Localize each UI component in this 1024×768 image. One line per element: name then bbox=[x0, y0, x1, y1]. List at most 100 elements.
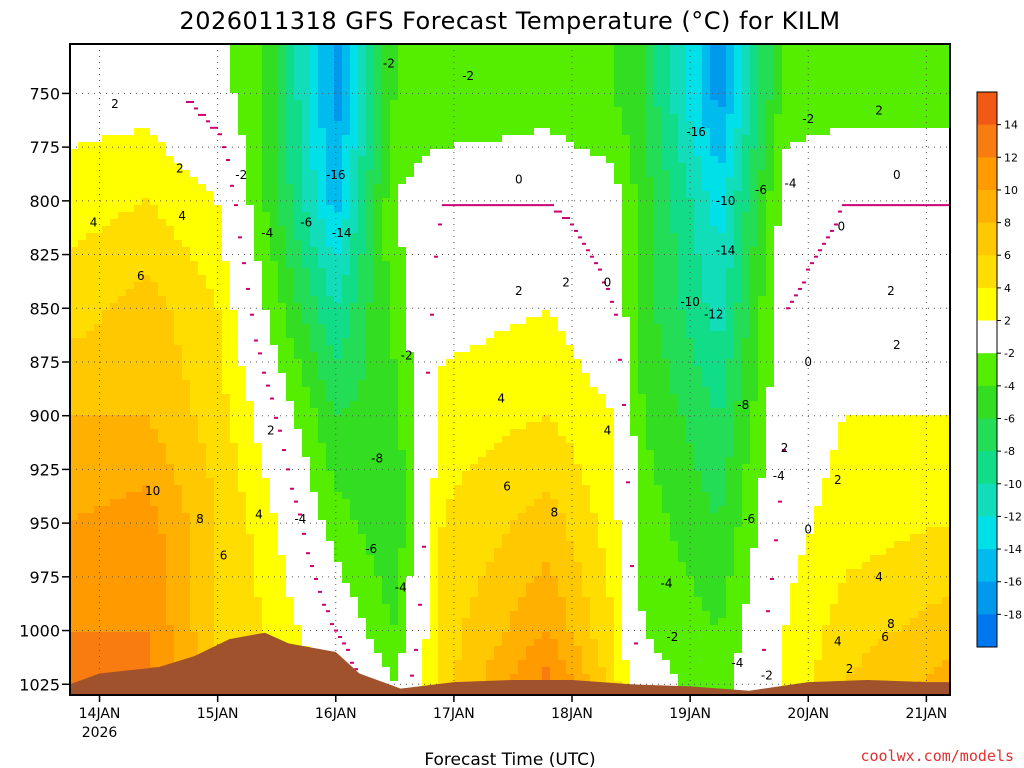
temperature-cell bbox=[326, 352, 335, 360]
temperature-cell bbox=[222, 51, 231, 59]
temperature-cell bbox=[126, 583, 135, 591]
temperature-cell bbox=[190, 58, 199, 66]
temperature-cell bbox=[134, 408, 143, 416]
temperature-cell bbox=[470, 240, 479, 248]
temperature-cell bbox=[142, 380, 151, 388]
temperature-cell bbox=[374, 100, 383, 108]
temperature-cell bbox=[374, 611, 383, 619]
temperature-cell bbox=[302, 485, 311, 493]
temperature-cell bbox=[214, 394, 223, 402]
temperature-cell bbox=[470, 107, 479, 115]
temperature-cell bbox=[470, 317, 479, 325]
temperature-cell bbox=[158, 562, 167, 570]
temperature-cell bbox=[398, 576, 407, 584]
temperature-cell bbox=[166, 282, 175, 290]
temperature-cell bbox=[470, 177, 479, 185]
temperature-cell bbox=[142, 653, 151, 661]
temperature-cell bbox=[110, 261, 119, 269]
temperature-cell bbox=[438, 282, 447, 290]
temperature-cell bbox=[398, 156, 407, 164]
temperature-cell bbox=[294, 457, 303, 465]
temperature-cell bbox=[110, 604, 119, 612]
temperature-cell bbox=[206, 499, 215, 507]
temperature-cell bbox=[238, 562, 247, 570]
temperature-cell bbox=[246, 331, 255, 339]
temperature-cell bbox=[166, 366, 175, 374]
temperature-cell bbox=[102, 205, 111, 213]
temperature-cell bbox=[414, 282, 423, 290]
temperature-cell bbox=[214, 226, 223, 234]
temperature-cell bbox=[246, 149, 255, 157]
temperature-cell bbox=[494, 163, 503, 171]
temperature-cell bbox=[182, 618, 191, 626]
temperature-cell bbox=[78, 394, 87, 402]
temperature-cell bbox=[358, 457, 367, 465]
temperature-cell bbox=[94, 226, 103, 234]
temperature-cell bbox=[446, 191, 455, 199]
temperature-cell bbox=[342, 135, 351, 143]
temperature-cell bbox=[382, 506, 391, 514]
temperature-cell bbox=[422, 107, 431, 115]
temperature-cell bbox=[134, 569, 143, 577]
temperature-cell bbox=[222, 352, 231, 360]
temperature-cell bbox=[302, 219, 311, 227]
temperature-cell bbox=[334, 310, 343, 318]
temperature-cell bbox=[118, 86, 127, 94]
temperature-cell bbox=[78, 177, 87, 185]
temperature-cell bbox=[78, 604, 87, 612]
temperature-cell bbox=[158, 156, 167, 164]
temperature-cell bbox=[374, 541, 383, 549]
temperature-cell bbox=[446, 534, 455, 542]
temperature-cell bbox=[446, 149, 455, 157]
temperature-cell bbox=[278, 590, 287, 598]
temperature-cell bbox=[270, 254, 279, 262]
temperature-cell bbox=[262, 212, 271, 220]
temperature-cell bbox=[358, 163, 367, 171]
temperature-cell bbox=[118, 499, 127, 507]
temperature-cell bbox=[174, 653, 183, 661]
temperature-cell bbox=[334, 345, 343, 353]
temperature-cell bbox=[438, 576, 447, 584]
temperature-cell bbox=[150, 527, 159, 535]
temperature-cell bbox=[102, 310, 111, 318]
temperature-cell bbox=[230, 184, 239, 192]
temperature-cell bbox=[246, 611, 255, 619]
temperature-cell bbox=[190, 310, 199, 318]
temperature-cell bbox=[262, 471, 271, 479]
temperature-cell bbox=[166, 548, 175, 556]
temperature-cell bbox=[166, 562, 175, 570]
temperature-cell bbox=[278, 611, 287, 619]
temperature-cell bbox=[286, 219, 295, 227]
temperature-cell bbox=[326, 436, 335, 444]
temperature-cell bbox=[302, 212, 311, 220]
temperature-cell bbox=[454, 520, 463, 528]
temperature-cell bbox=[94, 387, 103, 395]
temperature-cell bbox=[254, 261, 263, 269]
temperature-cell bbox=[214, 345, 223, 353]
temperature-cell bbox=[206, 275, 215, 283]
temperature-cell bbox=[334, 219, 343, 227]
temperature-cell bbox=[238, 303, 247, 311]
temperature-cell bbox=[150, 548, 159, 556]
temperature-cell bbox=[414, 93, 423, 101]
temperature-cell bbox=[70, 387, 79, 395]
temperature-cell bbox=[310, 401, 319, 409]
temperature-cell bbox=[422, 660, 431, 668]
temperature-cell bbox=[286, 86, 295, 94]
temperature-cell bbox=[262, 289, 271, 297]
temperature-cell bbox=[262, 331, 271, 339]
temperature-cell bbox=[158, 93, 167, 101]
temperature-cell bbox=[438, 457, 447, 465]
temperature-cell bbox=[350, 569, 359, 577]
temperature-cell bbox=[278, 604, 287, 612]
temperature-cell bbox=[326, 338, 335, 346]
temperature-cell bbox=[446, 338, 455, 346]
temperature-cell bbox=[270, 191, 279, 199]
temperature-cell bbox=[190, 576, 199, 584]
temperature-cell bbox=[174, 387, 183, 395]
temperature-cell bbox=[318, 429, 327, 437]
temperature-cell bbox=[310, 226, 319, 234]
temperature-cell bbox=[86, 562, 95, 570]
temperature-cell bbox=[126, 93, 135, 101]
temperature-cell bbox=[86, 597, 95, 605]
